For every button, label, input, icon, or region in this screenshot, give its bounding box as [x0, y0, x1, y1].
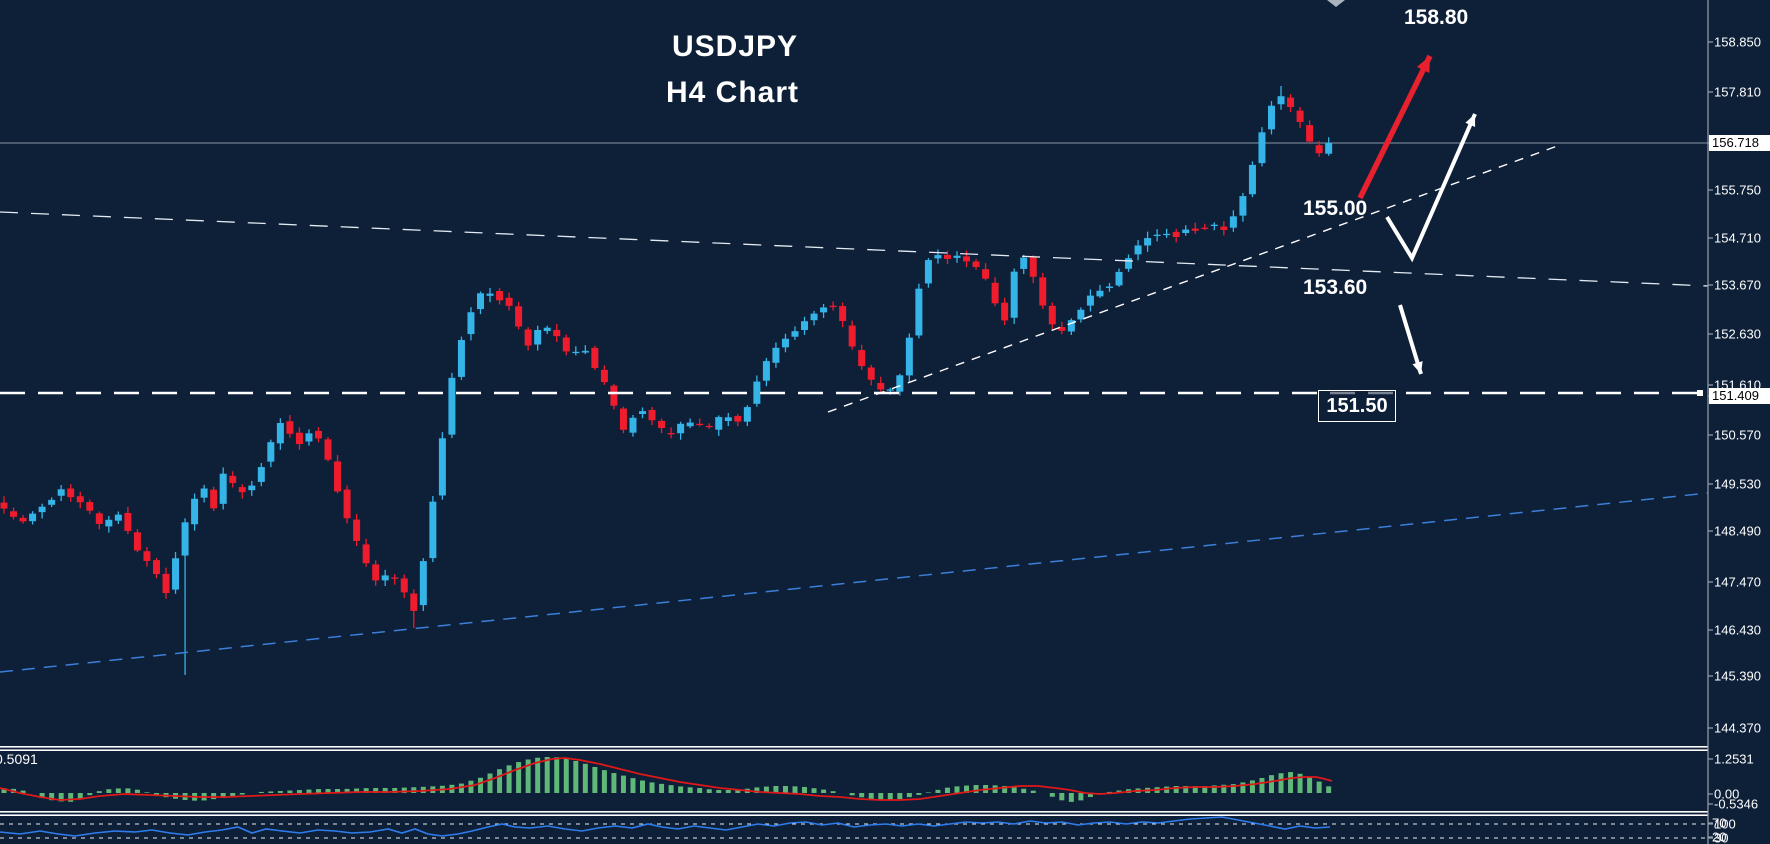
price-tick-label: 153.670	[1714, 277, 1761, 293]
white-v-up-arrow[interactable]	[1385, 113, 1477, 263]
oscillator-tick-label: 20	[1712, 829, 1727, 844]
oscillator-line	[0, 816, 1331, 837]
price-tick-label: 148.490	[1714, 523, 1761, 539]
lower-level-label[interactable]: 153.60	[1303, 276, 1368, 299]
oscillator-tick-label: 70	[1712, 815, 1727, 831]
price-tick-label: 149.530	[1714, 476, 1761, 492]
price-tick-label: 145.390	[1714, 668, 1761, 684]
mid-level-label[interactable]: 155.00	[1303, 197, 1368, 220]
red-up-arrow[interactable]	[1357, 54, 1433, 200]
lower-support-blue-dashed[interactable]	[0, 492, 1709, 673]
support-level-box[interactable]: 151.50	[1318, 390, 1396, 422]
indicator-tick-label: -0.5346	[1714, 796, 1759, 812]
indicator-tick-label: 0.00	[1714, 786, 1740, 802]
rising-wedge-dashed[interactable]	[827, 144, 1561, 413]
macd-signal-line	[0, 757, 1333, 801]
upper-resistance-dashed[interactable]	[0, 211, 1709, 287]
price-tick-label: 157.810	[1714, 84, 1761, 100]
support-price-box: 151.409	[1709, 388, 1770, 404]
oscillator-tick-label: 30	[1714, 830, 1729, 844]
indicator-value-label: 0.5091	[0, 751, 38, 767]
price-tick-label: 150.570	[1714, 427, 1761, 443]
price-tick-label: 152.630	[1714, 326, 1761, 342]
timeframe-title: H4 Chart	[666, 76, 800, 109]
price-tick-label: 144.370	[1714, 720, 1761, 736]
scroll-position-marker	[1327, 0, 1345, 7]
white-down-arrow[interactable]	[1398, 304, 1423, 375]
target-price-label[interactable]: 158.80	[1404, 6, 1469, 29]
price-tick-label: 154.710	[1714, 230, 1761, 246]
oscillator-tick-label: 100	[1714, 816, 1736, 832]
symbol-title: USDJPY	[672, 30, 799, 63]
price-tick-label: 146.430	[1714, 622, 1761, 638]
price-tick-label: 155.750	[1714, 182, 1761, 198]
price-tick-label: 158.850	[1714, 34, 1761, 50]
price-tick-label: 147.470	[1714, 574, 1761, 590]
current-price-box: 156.718	[1709, 135, 1770, 151]
indicator-tick-label: 1.2531	[1714, 751, 1754, 767]
